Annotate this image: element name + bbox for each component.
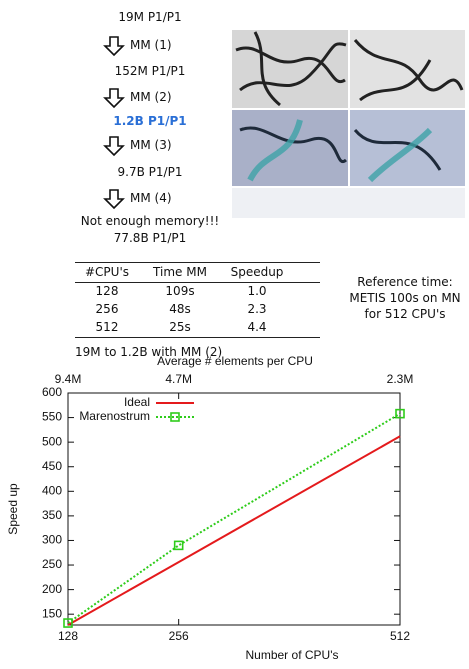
x2-tick-label: 9.4M xyxy=(55,372,82,386)
flow-graphics xyxy=(0,0,469,260)
arrow xyxy=(105,190,123,208)
y-tick-label: 300 xyxy=(42,533,62,547)
marker xyxy=(175,541,183,549)
x2-axis-title: Average # elements per CPU xyxy=(157,354,313,368)
x-tick-label: 128 xyxy=(58,629,78,643)
table-cell: 512 xyxy=(96,320,119,334)
y-tick-label: 550 xyxy=(42,410,62,424)
plot-frame xyxy=(68,393,400,625)
y-tick-label: 450 xyxy=(42,459,62,473)
x-tick-label: 256 xyxy=(169,629,189,643)
image-reflection xyxy=(232,188,465,218)
y-tick-label: 400 xyxy=(42,483,62,497)
table-cell: 128 xyxy=(96,284,119,298)
legend-label: Marenostrum xyxy=(79,409,150,423)
table-cell: Time MM xyxy=(153,265,207,279)
y-tick-label: 600 xyxy=(42,385,62,399)
table-rule xyxy=(75,282,320,283)
table-cell: #CPU's xyxy=(85,265,129,279)
x2-tick-label: 4.7M xyxy=(165,372,192,386)
table-cell: 4.4 xyxy=(247,320,266,334)
image xyxy=(232,110,348,186)
y-axis-title: Speed up xyxy=(6,483,20,535)
y-tick-label: 200 xyxy=(42,582,62,596)
mesh-images xyxy=(232,30,465,218)
y-tick-label: 500 xyxy=(42,434,62,448)
series-line xyxy=(68,414,400,623)
arrows xyxy=(105,37,123,208)
chart: Average # elements per CPU Number of CPU… xyxy=(0,350,469,669)
table-cell: 2.3 xyxy=(247,302,266,316)
arrow xyxy=(105,89,123,107)
arrow xyxy=(105,37,123,55)
legend-label: Ideal xyxy=(124,395,150,409)
table-rule xyxy=(75,262,320,263)
table-cell: 256 xyxy=(96,302,119,316)
table-rule xyxy=(75,337,320,338)
y-tick-label: 250 xyxy=(42,557,62,571)
x-tick-label: 512 xyxy=(390,629,410,643)
table-cell: Speedup xyxy=(231,265,284,279)
note: for 512 CPU's xyxy=(365,307,446,321)
note: Reference time: xyxy=(357,275,452,289)
y-tick-label: 150 xyxy=(42,606,62,620)
note: METIS 100s on MN xyxy=(349,291,460,305)
table-cell: 109s xyxy=(165,284,194,298)
table-cell: 48s xyxy=(169,302,191,316)
x2-tick-label: 2.3M xyxy=(387,372,414,386)
y-tick-label: 350 xyxy=(42,508,62,522)
series-line xyxy=(68,436,400,625)
x-axis-title: Number of CPU's xyxy=(246,648,339,662)
arrow xyxy=(105,137,123,155)
table-cell: 1.0 xyxy=(247,284,266,298)
image xyxy=(232,30,348,108)
page: 19M P1/P1 MM (1) 152M P1/P1 MM (2) 1.2B … xyxy=(0,0,469,669)
table-cell: 25s xyxy=(169,320,191,334)
